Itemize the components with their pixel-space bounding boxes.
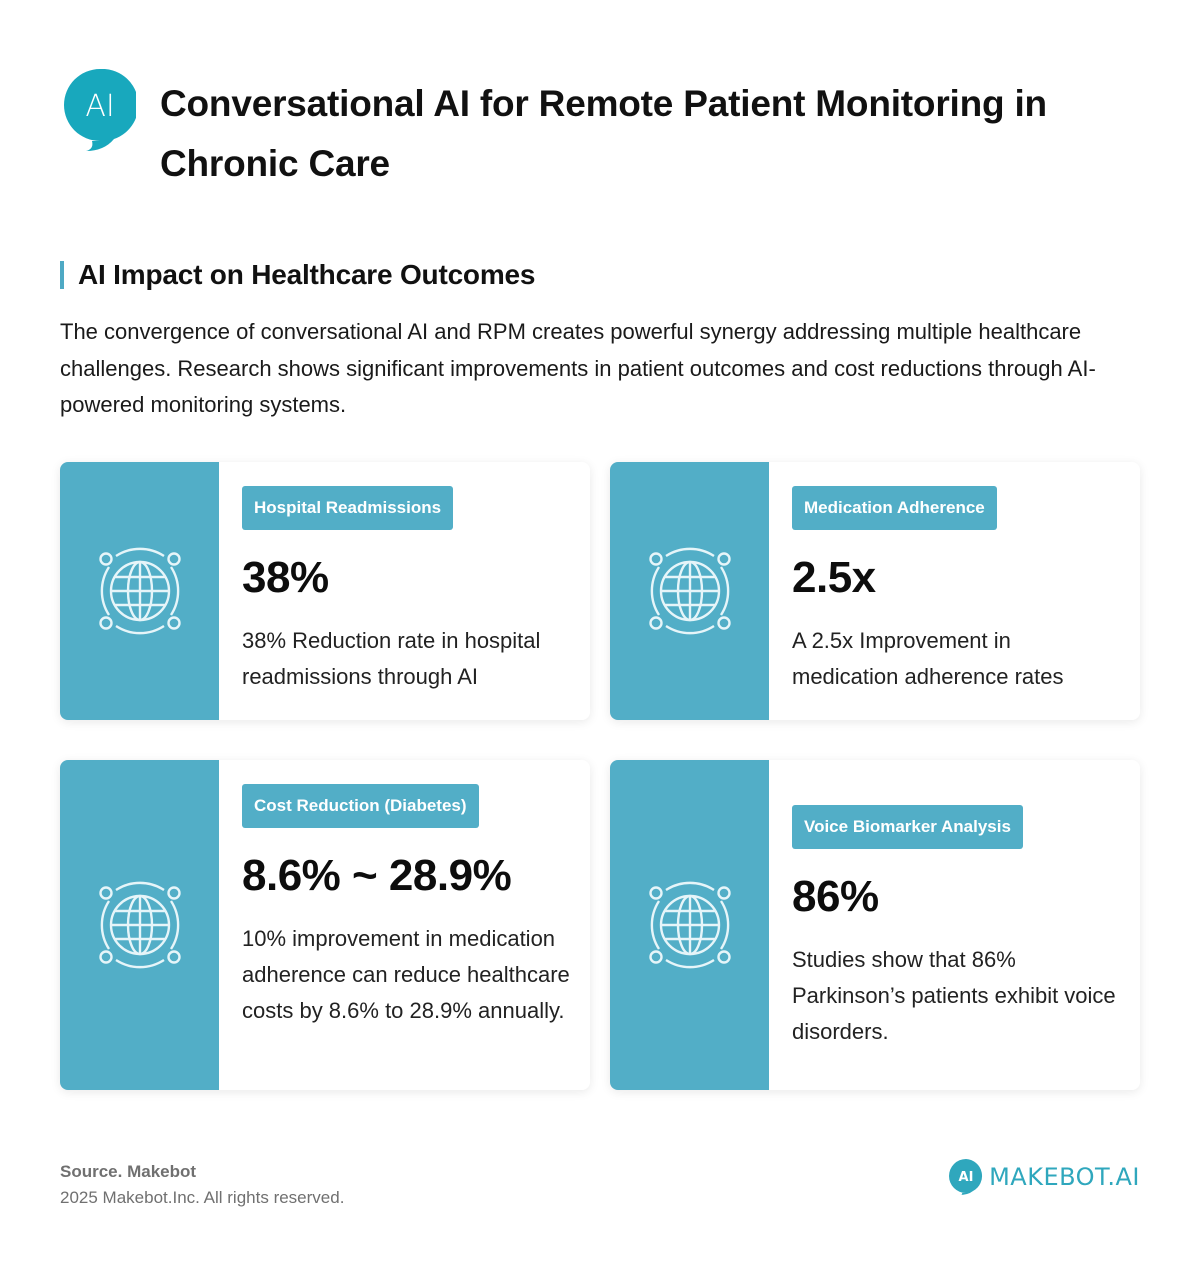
stat-card-voice-biomarker: Voice Biomarker Analysis 86% Studies sho… [610, 760, 1140, 1090]
card-description: 10% improvement in medication adherence … [242, 926, 570, 1023]
stat-card-medication-adherence: Medication Adherence 2.5x A 2.5x Improve… [610, 462, 1140, 720]
card-label: Medication Adherence [792, 486, 997, 530]
section-accent-bar [60, 261, 64, 289]
source-note: Source. Makebot [60, 1162, 197, 1181]
card-label: Voice Biomarker Analysis [792, 804, 1023, 849]
stat-card-cost-reduction: Cost Reduction (Diabetes) 8.6% ~ 28.9% 1… [60, 760, 590, 1090]
card-icon-panel [60, 760, 219, 1090]
globe-network-icon [98, 881, 181, 969]
ai-logo-icon: AI [64, 69, 136, 151]
makebot-logo-icon: AI [949, 1159, 983, 1195]
logo-text: AI [85, 89, 114, 124]
card-description: A 2.5x Improvement in medication adheren… [792, 628, 1064, 689]
card-icon-panel [610, 462, 769, 720]
card-label: Cost Reduction (Diabetes) [242, 784, 479, 828]
globe-network-icon [648, 547, 731, 635]
card-stat: 86% [792, 871, 879, 921]
svg-text:AI: AI [959, 1170, 974, 1185]
brand-name: MAKEBOT.AI [989, 1163, 1140, 1191]
card-icon-panel [60, 462, 219, 720]
intro-paragraph: The convergence of conversational AI and… [60, 319, 1096, 417]
card-stat: 2.5x [792, 553, 876, 602]
section-heading: AI Impact on Healthcare Outcomes [60, 256, 535, 294]
card-description: Studies show that 86% Parkinson’s patien… [792, 946, 1116, 1044]
card-stat: 38% [242, 553, 329, 602]
card-label: Hospital Readmissions [242, 486, 454, 530]
page-title: Conversational AI for Remote Patient Mon… [160, 83, 1047, 184]
globe-network-icon [648, 881, 731, 969]
globe-network-icon [98, 547, 181, 635]
card-stat: 8.6% ~ 28.9% [242, 851, 512, 900]
copyright-text: 2025 Makebot.Inc. All rights reserved. [60, 1188, 345, 1207]
stat-card-hospital-readmissions: Hospital Readmissions 38% 38% Reduction … [60, 462, 590, 720]
card-description: 38% Reduction rate in hospital readmissi… [242, 628, 541, 689]
brand-logo: AI MAKEBOT.AI [949, 1159, 1140, 1195]
section-title: AI Impact on Healthcare Outcomes [78, 259, 536, 290]
card-icon-panel [610, 760, 769, 1090]
